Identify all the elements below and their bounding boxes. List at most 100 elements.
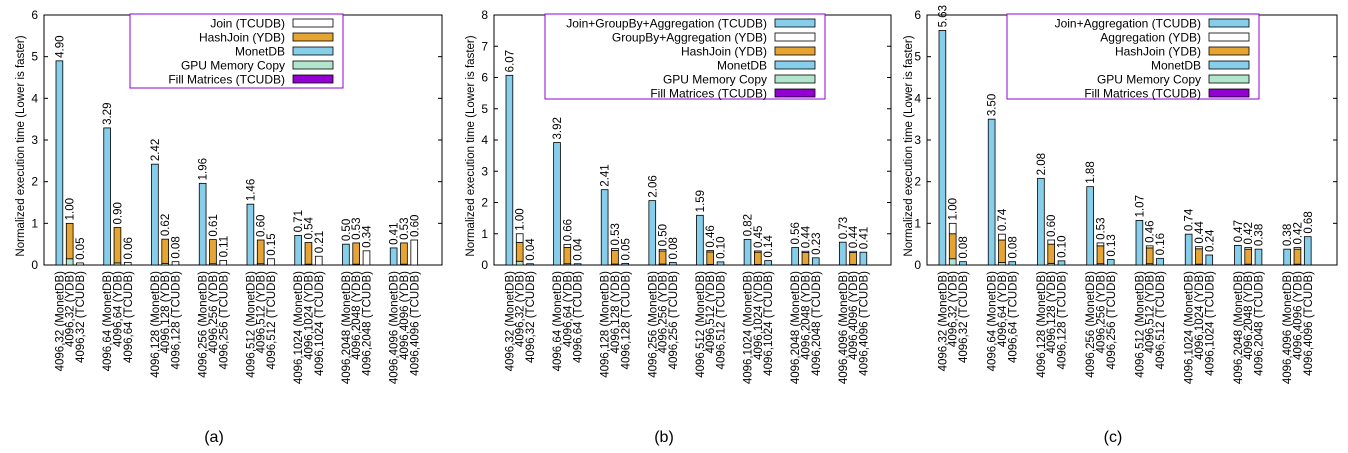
bar-segment [342, 243, 350, 266]
bar-segment [161, 238, 170, 264]
bar-value-label: 0.38 [1254, 224, 1266, 246]
x-tick-label: 4096,1024 (MonetDB) [743, 271, 755, 384]
legend-label: MonetDB [717, 59, 767, 73]
x-tick-label: 4096,128 (TCUDB) [1057, 271, 1069, 370]
bar-value-label: 0.11 [218, 236, 230, 258]
bar-value-label: 1.59 [695, 190, 707, 212]
x-tick-label: 4096,512 (MonetDB) [695, 271, 707, 378]
bar-segment [764, 260, 772, 266]
bar-segment [658, 250, 667, 265]
x-tick-label: 4096,2048 (YDB) [351, 271, 363, 360]
legend-label: Join+GroupBy+Aggregation (TCUDB) [566, 17, 767, 31]
bar-value-label: 0.04 [573, 238, 585, 261]
bar-value-label: 0.73 [838, 217, 850, 239]
bar-segment [754, 250, 762, 253]
bar-value-label: 5.63 [937, 5, 949, 27]
legend-label: HashJoin (YDB) [681, 45, 767, 59]
bar-segment [389, 247, 398, 266]
bar-segment [526, 263, 534, 266]
bar-value-label: 0.53 [1095, 218, 1107, 240]
y-tick-label: 3 [481, 164, 488, 178]
x-tick-label: 4096,64 (YDB) [997, 271, 1009, 347]
bar-segment [352, 242, 360, 265]
x-tick-label: 4096,2048 (MonetDB) [1233, 271, 1245, 384]
y-tick-label: 7 [481, 39, 488, 53]
x-tick-label: 4096,256 (YDB) [208, 271, 220, 354]
bar-value-label: 2.06 [647, 175, 659, 197]
bar-value-label: 0.50 [341, 219, 353, 241]
x-tick-label: 4096,512 (MonetDB) [245, 271, 257, 378]
bar-value-label: 0.13 [1106, 234, 1118, 256]
legend-swatch [292, 46, 334, 56]
bar-segment [256, 239, 265, 265]
bar-segment [669, 262, 677, 266]
bar-value-label: 0.08 [668, 237, 680, 259]
bar-segment [743, 238, 752, 266]
y-tick-label: 1 [31, 216, 38, 230]
x-tick-label: 4096,32 (YDB) [948, 271, 960, 347]
bar-value-label: 0.10 [1057, 235, 1069, 257]
bar-segment [55, 60, 64, 266]
x-tick-label: 4096,64 (YDB) [112, 271, 124, 347]
bar-value-label: 4.90 [54, 35, 66, 57]
bar-value-label: 0.44 [848, 225, 860, 248]
bar-segment [1293, 247, 1302, 250]
bar-value-label: 0.74 [997, 208, 1009, 231]
x-tick-label: 4096,4096 (YDB) [848, 271, 860, 360]
bar-segment [267, 258, 275, 266]
bar-value-label: 0.74 [1184, 208, 1196, 231]
x-tick-label: 4096,4096 (MonetDB) [1282, 271, 1294, 384]
legend-swatch [1208, 88, 1250, 98]
x-tick-label: 4096,4096 (TCUDB) [409, 271, 421, 376]
bar-value-label: 1.07 [1134, 195, 1146, 217]
bar-segment [959, 261, 967, 266]
legend-swatch [292, 74, 334, 84]
y-tick-label: 1 [914, 216, 921, 230]
bar-value-label: 0.23 [811, 232, 823, 254]
bar-value-label: 0.82 [743, 214, 755, 236]
bar-segment [505, 74, 514, 266]
bar-segment [948, 258, 957, 266]
legend-label: MonetDB [1151, 59, 1201, 73]
x-tick-label: 4096,128 (YDB) [610, 271, 622, 354]
bar-value-label: 0.68 [1303, 211, 1315, 233]
bar-segment [1106, 259, 1115, 266]
x-tick-label: 4096,4096 (YDB) [399, 271, 411, 360]
legend-label: Fill Matrices (TCUDB) [650, 87, 767, 101]
bar-value-label: 0.14 [763, 235, 775, 258]
bar-segment [838, 241, 847, 266]
x-tick-label: 4096,32 (MonetDB) [504, 271, 516, 372]
x-tick-label: 4096,32 (TCUDB) [525, 271, 537, 363]
bar-segment [1156, 257, 1164, 266]
x-tick-label: 4096,32 (YDB) [515, 271, 527, 347]
x-tick-label: 4096,128 (YDB) [160, 271, 172, 354]
x-tick-label: 4096,64 (YDB) [562, 271, 574, 347]
bar-value-label: 0.16 [1155, 233, 1167, 255]
legend-swatch [292, 60, 334, 70]
x-tick-label: 4096,512 (YDB) [256, 271, 268, 354]
bar-segment [1184, 233, 1193, 266]
bar-value-label: 0.10 [716, 236, 728, 258]
y-tick-label: 2 [481, 196, 488, 210]
bar-segment [1096, 245, 1105, 265]
x-tick-label: 4096,32 (MonetDB) [54, 271, 66, 372]
legend-label: GroupBy+Aggregation (YDB) [612, 31, 767, 45]
legend-box [544, 13, 826, 100]
x-tick-label: 4096,2048 (MonetDB) [790, 271, 802, 384]
bar-segment [573, 263, 582, 266]
caption-b: (b) [654, 429, 674, 446]
bar-segment [849, 252, 857, 265]
bar-value-label: 3.29 [102, 103, 114, 125]
x-tick-label: 4096,1024 (MonetDB) [293, 271, 305, 384]
bar-segment [621, 263, 630, 266]
bar-segment [198, 182, 207, 266]
bar-segment [1283, 248, 1291, 266]
bar-value-label: 0.06 [123, 237, 135, 259]
bar-value-label: 0.66 [562, 219, 574, 241]
y-tick-label: 6 [31, 8, 38, 22]
legend-swatch [774, 88, 816, 98]
legend-swatch [774, 60, 816, 70]
bar-value-label: 2.41 [600, 164, 612, 186]
bar-segment [553, 142, 561, 266]
